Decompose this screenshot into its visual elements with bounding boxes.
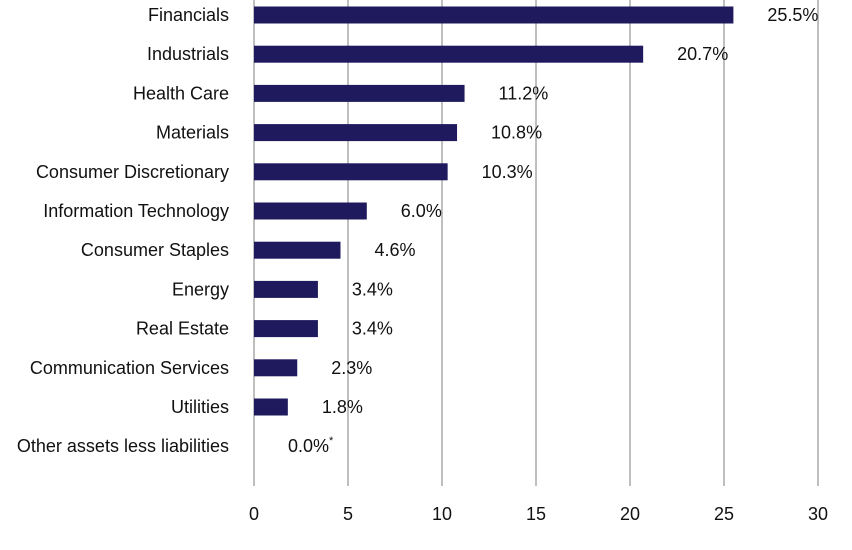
x-tick-label: 0 — [249, 504, 259, 524]
value-label: 0.0%* — [288, 435, 334, 456]
bar — [254, 6, 734, 24]
value-text: 6.0% — [401, 201, 442, 221]
gridlines — [253, 0, 819, 486]
value-text: 3.4% — [352, 319, 393, 339]
x-tick-label: 30 — [808, 504, 828, 524]
value-text: 4.6% — [374, 240, 415, 260]
value-text: 0.0% — [288, 436, 329, 456]
category-label: Industrials — [147, 44, 229, 64]
value-text: 20.7% — [677, 44, 728, 64]
value-label: 10.3% — [482, 162, 533, 182]
category-label: Information Technology — [43, 201, 229, 221]
value-label: 1.8% — [322, 397, 363, 417]
category-label: Consumer Staples — [81, 240, 229, 260]
value-text: 3.4% — [352, 279, 393, 299]
bar — [254, 241, 341, 259]
value-text: 11.2% — [499, 83, 549, 103]
bar — [254, 45, 644, 63]
value-label: 20.7% — [677, 44, 728, 64]
value-label: 6.0% — [401, 201, 442, 221]
value-label: 3.4% — [352, 319, 393, 339]
value-text: 2.3% — [331, 358, 372, 378]
category-label: Materials — [156, 123, 229, 143]
value-text: 10.3% — [482, 162, 533, 182]
x-tick-label: 20 — [620, 504, 640, 524]
value-text: 1.8% — [322, 397, 363, 417]
x-tick-label: 5 — [343, 504, 353, 524]
bars — [254, 6, 734, 416]
bar — [254, 280, 318, 298]
category-label: Utilities — [171, 397, 229, 417]
value-label: 3.4% — [352, 279, 393, 299]
category-label: Consumer Discretionary — [36, 162, 229, 182]
footnote-mark: * — [329, 435, 334, 447]
bar — [254, 359, 298, 377]
x-tick-label: 25 — [714, 504, 734, 524]
bar — [254, 84, 465, 102]
bar — [254, 320, 318, 338]
category-label: Communication Services — [30, 358, 229, 378]
x-axis-ticks: 0 5 10 15 20 25 30 — [249, 504, 828, 524]
x-tick-label: 15 — [526, 504, 546, 524]
bar — [254, 202, 367, 220]
value-label: 25.5% — [767, 5, 818, 25]
category-label: Real Estate — [136, 319, 229, 339]
labels: Financials 25.5% Industrials 20.7% Health Ca… — [17, 5, 819, 456]
category-label: Financials — [148, 5, 229, 25]
value-label: 4.6% — [374, 240, 415, 260]
value-label: 11.2% — [499, 83, 549, 103]
category-label: Other assets less liabilities — [17, 436, 229, 456]
x-tick-label: 10 — [432, 504, 452, 524]
category-label: Health Care — [133, 83, 229, 103]
bar — [254, 398, 288, 416]
value-label: 10.8% — [491, 123, 542, 143]
value-text: 10.8% — [491, 123, 542, 143]
bar — [254, 124, 458, 142]
bar — [254, 163, 448, 181]
value-label: 2.3% — [331, 358, 372, 378]
value-text: 25.5% — [767, 5, 818, 25]
category-label: Energy — [172, 279, 229, 299]
